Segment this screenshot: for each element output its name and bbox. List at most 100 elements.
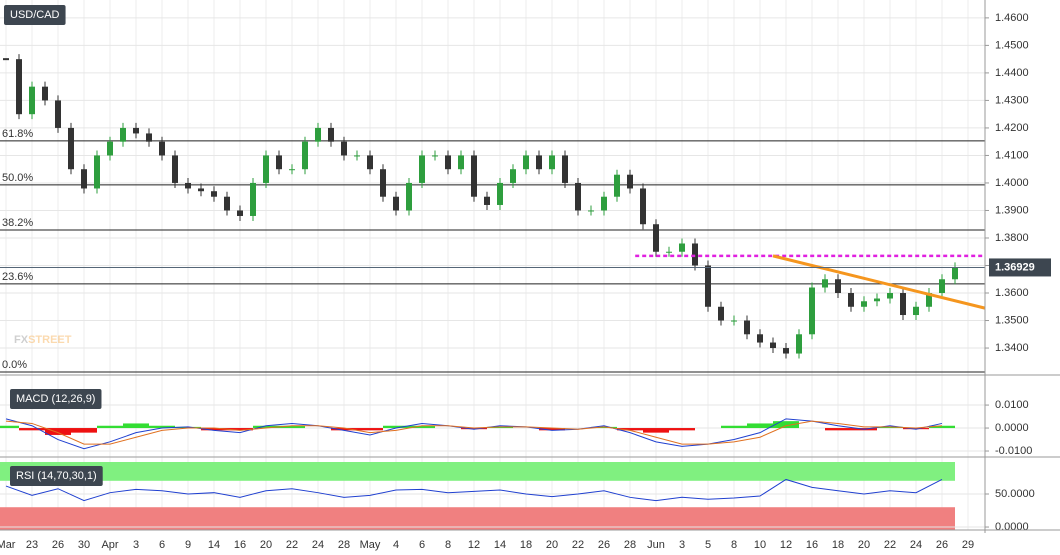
x-tick-label: 3 [133,539,139,551]
macd-histogram [149,425,175,429]
y-tick-label: 0.0000 [995,422,1029,434]
candle [705,265,711,307]
candle [523,155,529,170]
candle [562,155,568,183]
candle [250,182,256,216]
oversold-zone [0,507,955,530]
overbought-zone [0,462,955,481]
candle [861,301,867,307]
candle [796,334,802,354]
candle [146,133,152,142]
candle [575,182,581,211]
macd-line [5,420,943,445]
candle [120,127,126,142]
panel-title: USD/CAD [10,9,60,21]
macd-histogram [539,428,565,431]
candle [601,196,607,211]
macd-histogram [383,425,409,429]
x-tick-label: 6 [419,539,425,551]
macd-histogram [669,428,695,431]
x-tick-label: 26 [936,539,948,551]
candle [653,224,659,252]
candle [497,182,503,205]
candle [913,306,919,316]
candle [432,155,438,157]
macd-line [5,418,943,450]
macd-histogram [591,426,617,429]
fib-label: 50.0% [2,172,33,184]
candle [367,155,373,170]
y-tick-label: 1.4500 [995,39,1029,51]
candle [588,210,594,212]
candle [393,196,399,211]
candle [211,191,217,197]
macd-histogram [747,423,773,429]
x-tick-label: May [360,539,381,551]
y-tick-label: 0.0000 [995,521,1029,533]
panel-title-box [4,5,66,25]
x-tick-label: 24 [312,539,324,551]
candle [549,155,555,170]
x-tick-label: 20 [260,539,272,551]
x-tick-label: Mar [0,539,16,551]
candle [159,141,165,156]
y-tick-label: 1.3500 [995,314,1029,326]
candle [744,320,750,335]
macd-histogram [227,428,253,431]
y-tick-label: 50.0000 [995,488,1035,500]
y-tick-label: 1.3400 [995,342,1029,354]
x-tick-label: 16 [234,539,246,551]
candle [81,169,87,189]
candle [614,174,620,197]
macd-histogram [929,425,955,429]
candle [640,188,646,225]
x-tick-label: 26 [52,539,64,551]
y-tick-label: 1.3900 [995,204,1029,216]
last-price-box [989,258,1051,277]
candle [42,86,48,101]
candle [952,267,958,280]
candle [94,155,100,189]
macd-histogram [409,425,435,429]
x-tick-label: 10 [754,539,766,551]
macd-histogram [617,428,643,431]
candle [692,243,698,266]
candle [887,293,893,299]
x-tick-label: 22 [572,539,584,551]
fib-label: 0.0% [2,359,27,371]
macd-histogram [97,425,123,429]
x-tick-label: 26 [598,539,610,551]
x-tick-label: 28 [624,539,636,551]
candle [354,155,360,157]
x-tick-label: 20 [546,539,558,551]
x-tick-label: 18 [520,539,532,551]
candle [926,293,932,307]
x-tick-label: 22 [286,539,298,551]
macd-histogram [123,423,149,429]
macd-histogram [721,425,747,429]
watermark-fx: FX [14,334,29,346]
candle [55,100,61,128]
candle [302,141,308,170]
macd-histogram [487,426,513,429]
y-tick-label: 1.4400 [995,67,1029,79]
macd-histogram [643,428,669,433]
x-tick-label: 3 [679,539,685,551]
candle [848,293,854,307]
candle [627,174,633,189]
candle [198,188,204,192]
macd-histogram [461,428,487,430]
candle [666,251,672,253]
x-tick-label: 4 [393,539,399,551]
candle [822,279,828,288]
candle [406,182,412,211]
macd-histogram [175,426,201,429]
candle [263,155,269,183]
macd-histogram [773,421,799,429]
y-tick-label: 1.4000 [995,177,1029,189]
y-tick-label: 1.4600 [995,12,1029,24]
y-tick-label: 1.4200 [995,122,1029,134]
candle [185,182,191,189]
x-tick-label: 20 [858,539,870,551]
